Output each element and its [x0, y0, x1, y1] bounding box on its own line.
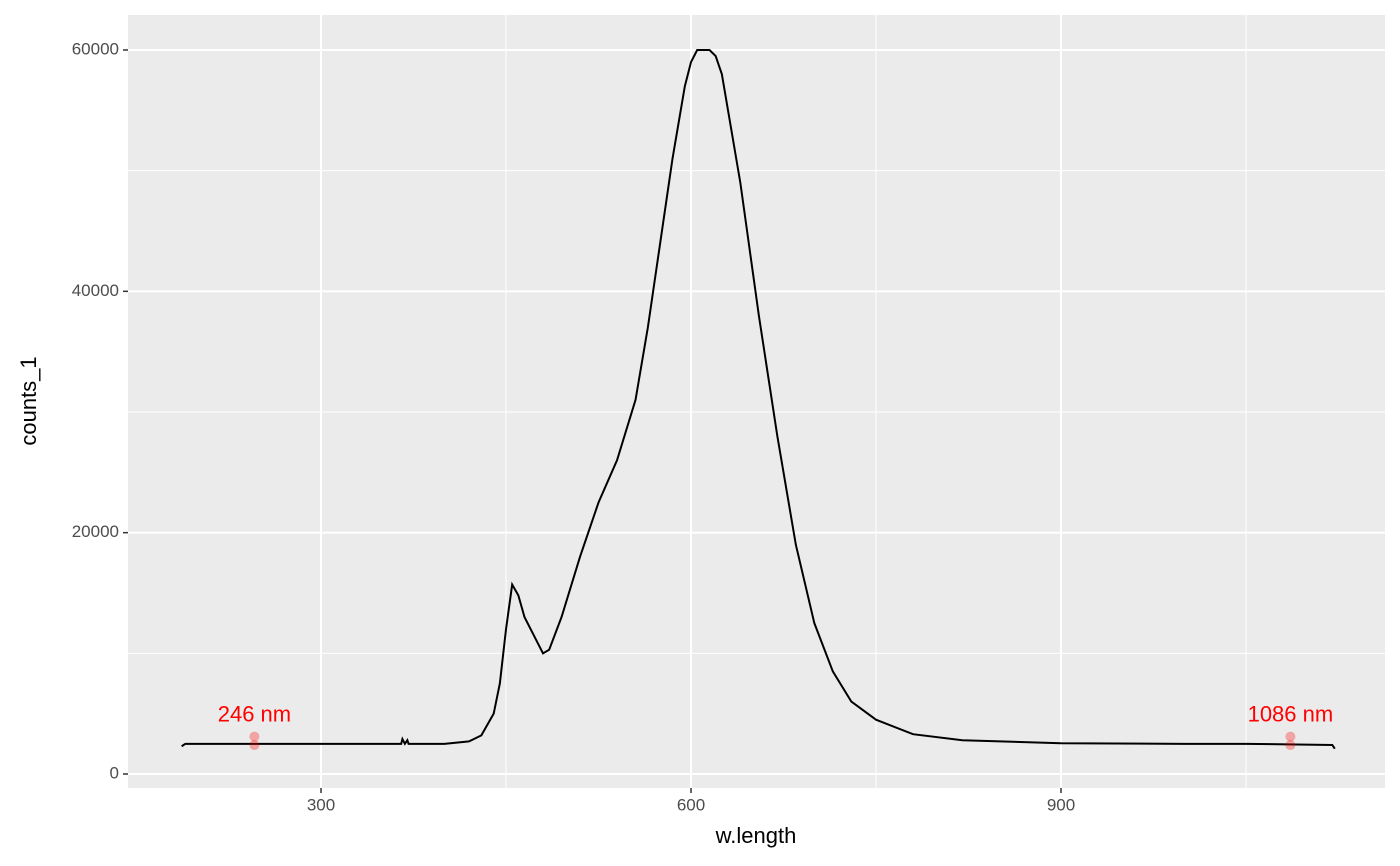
peak-label: 1086 nm [1248, 701, 1334, 726]
y-axis-title: counts_1 [16, 356, 41, 445]
y-tick-label: 0 [110, 763, 119, 782]
peak-label: 246 nm [218, 701, 291, 726]
peak-point [1285, 740, 1296, 751]
peak-point [249, 731, 260, 742]
spectrum-line [181, 48, 1336, 750]
x-tick-label: 900 [1047, 795, 1075, 814]
peak-point [249, 740, 260, 751]
x-axis-title: w.length [715, 823, 797, 848]
x-tick-label: 600 [677, 795, 705, 814]
y-tick-label: 40000 [72, 281, 119, 300]
y-tick-label: 60000 [72, 39, 119, 58]
x-tick-label: 300 [307, 795, 335, 814]
y-tick-label: 20000 [72, 522, 119, 541]
peak-point [1285, 731, 1296, 742]
panel [128, 15, 1385, 788]
